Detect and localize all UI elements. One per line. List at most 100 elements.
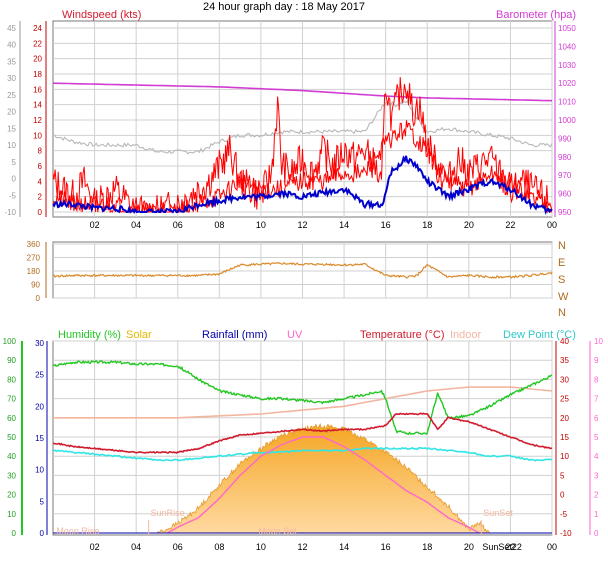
- wind-axis-tick: 16: [33, 85, 42, 94]
- grey-axis-tick: -5: [9, 191, 17, 200]
- humidity-axis-tick: 40: [7, 452, 16, 461]
- grey-axis-tick: 30: [7, 74, 16, 83]
- x-tick-label: 04: [131, 220, 141, 230]
- grey-axis-tick: 10: [7, 141, 16, 150]
- x-tick-label: 22: [505, 220, 515, 230]
- temp-axis-tick: 15: [560, 433, 569, 442]
- x-tick-label: 16: [381, 542, 391, 552]
- uv-axis-tick: 4: [594, 452, 599, 461]
- wind-axis-tick: 24: [33, 24, 42, 33]
- uv-axis-tick: 1: [594, 510, 599, 519]
- temperature-humidity-panel: 02 04 06 08 10 12 14 16 18 20 22 000102030405060708…: [3, 337, 604, 552]
- direction-axis-tick: 270: [27, 254, 41, 263]
- temp-axis-tick: 30: [560, 375, 569, 384]
- x-tick-label: 10: [256, 542, 266, 552]
- grey-trace-line: [52, 100, 553, 155]
- wind-axis-tick: 8: [38, 147, 43, 156]
- dewpoint-legend: Dew Point (°C): [503, 329, 576, 341]
- uv-axis-tick: 3: [594, 471, 599, 480]
- baro-axis-tick: 1050: [558, 24, 576, 33]
- grey-axis-tick: 20: [7, 108, 16, 117]
- x-tick-label: 08: [214, 542, 224, 552]
- x-tick-label: 22: [505, 542, 515, 552]
- wind-axis-tick: 0: [38, 208, 43, 217]
- direction-axis-tick: 360: [27, 240, 41, 249]
- baro-axis-tick: 950: [558, 208, 572, 217]
- humidity-axis-tick: 70: [7, 395, 16, 404]
- rain-axis-tick: 30: [35, 339, 44, 348]
- wind-axis-tick: 18: [33, 70, 42, 79]
- x-tick-label: 20: [464, 220, 474, 230]
- x-tick-label: 00: [547, 542, 557, 552]
- rain-axis-tick: 10: [35, 466, 44, 475]
- baro-axis-tick: 1000: [558, 116, 576, 125]
- x-tick-label: 00: [547, 220, 557, 230]
- wind-axis-tick: 12: [33, 116, 42, 125]
- gust-line: [52, 77, 553, 213]
- humidity-axis-tick: 10: [7, 510, 16, 519]
- temperature-line: [52, 412, 553, 454]
- baro-axis-tick: 960: [558, 190, 572, 199]
- x-tick-label: 04: [131, 542, 141, 552]
- uv-axis-tick: 8: [594, 375, 599, 384]
- uv-axis-tick: 6: [594, 414, 599, 423]
- page-title: 24 hour graph day : 18 May 2017: [203, 1, 365, 13]
- wind-axis-tick: 4: [38, 177, 43, 186]
- compass-label: N: [558, 240, 566, 252]
- temp-axis-tick: 25: [560, 395, 569, 404]
- baro-axis-tick: 990: [558, 134, 572, 143]
- temp-axis-tick: -5: [560, 510, 568, 519]
- compass-label: W: [558, 291, 569, 303]
- uv-axis-tick: 10: [594, 337, 603, 346]
- grey-axis-tick: 15: [7, 124, 16, 133]
- x-tick-label: 12: [297, 542, 307, 552]
- humidity-axis-tick: 80: [7, 375, 16, 384]
- grey-axis-tick: 35: [7, 57, 16, 66]
- sunset-axis-label: SunSet22: [482, 542, 522, 552]
- compass-label: E: [558, 257, 565, 269]
- humidity-line: [52, 360, 553, 436]
- uv-axis-tick: 9: [594, 356, 599, 365]
- x-tick-label: 02: [90, 542, 100, 552]
- baro-axis-tick: 970: [558, 171, 572, 180]
- baro-axis-tick: 1040: [558, 42, 576, 51]
- rain-axis-tick: 5: [40, 497, 45, 506]
- indoor-line: [53, 386, 553, 419]
- x-tick-label: 14: [339, 220, 349, 230]
- temp-axis-tick: 10: [560, 452, 569, 461]
- grey-axis-tick: 45: [7, 24, 16, 33]
- grey-axis-tick: 5: [12, 158, 17, 167]
- baro-axis-tick: 1020: [558, 79, 576, 88]
- humidity-axis-tick: 0: [12, 529, 17, 538]
- baro-axis-tick: 1010: [558, 98, 576, 107]
- rain-axis-tick: 25: [35, 371, 44, 380]
- rainfall-legend: Rainfall (mm): [202, 329, 267, 341]
- temperature-legend: Temperature (°C): [360, 329, 444, 341]
- x-tick-label: 06: [173, 220, 183, 230]
- baro-axis-tick: 980: [558, 153, 572, 162]
- wind-axis-tick: 14: [33, 101, 42, 110]
- x-tick-label: 02: [90, 220, 100, 230]
- barometer-axis-title: Barometer (hpa): [496, 9, 576, 21]
- wind-axis-tick: 20: [33, 55, 42, 64]
- wind-axis-tick: 2: [38, 193, 43, 202]
- wind-axis-tick: 6: [38, 162, 43, 171]
- compass-label: S: [558, 274, 565, 286]
- dewpoint-line: [52, 446, 553, 462]
- x-tick-label: 10: [256, 220, 266, 230]
- uv-axis-tick: 2: [594, 491, 599, 500]
- windspeed-axis-title: Windspeed (kts): [62, 9, 141, 21]
- uv-axis-tick: 7: [594, 395, 599, 404]
- grey-axis-tick: 40: [7, 41, 16, 50]
- wind-axis-tick: 22: [33, 39, 42, 48]
- humidity-axis-tick: 90: [7, 356, 16, 365]
- humidity-axis-tick: 20: [7, 491, 16, 500]
- x-tick-label: 06: [173, 542, 183, 552]
- grey-axis-tick: -10: [4, 208, 16, 217]
- direction-axis-tick: 0: [36, 294, 41, 303]
- solar-legend: Solar: [126, 329, 152, 341]
- direction-axis-tick: 90: [31, 281, 40, 290]
- solar-area: [156, 423, 491, 534]
